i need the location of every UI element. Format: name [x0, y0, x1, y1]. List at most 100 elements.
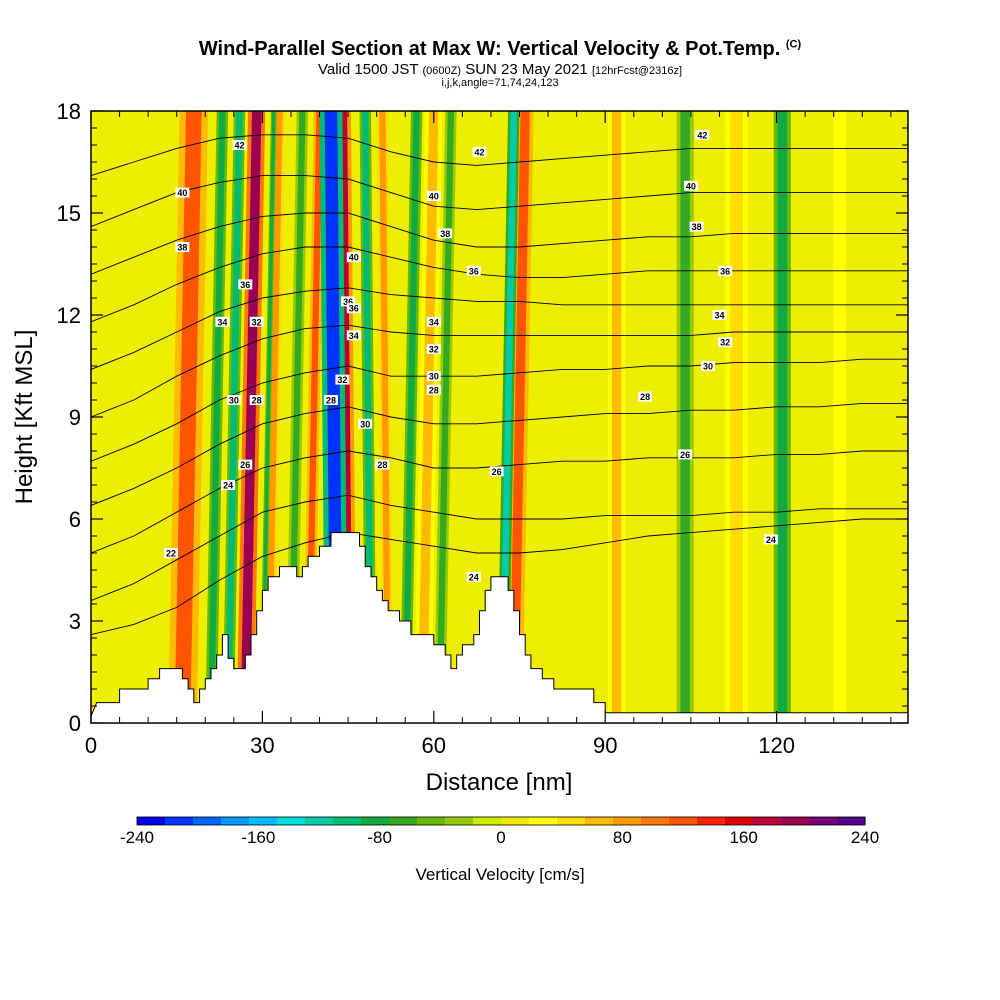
- contour-label-text: 38: [177, 243, 187, 253]
- contour-label-bg: [701, 361, 716, 371]
- contour-label: 28: [638, 391, 653, 402]
- updraft-band-core: [833, 111, 846, 723]
- colorbar-swatch: [389, 817, 418, 825]
- contour-label-text: 40: [349, 253, 359, 263]
- contour-label-bg: [249, 395, 264, 405]
- colorbar-tick-label: 240: [851, 828, 879, 847]
- chart-title: Wind-Parallel Section at Max W: Vertical…: [0, 38, 1000, 61]
- colorbar-swatch: [725, 817, 754, 825]
- contour-label: 38: [689, 221, 704, 232]
- colorbar-swatch: [669, 817, 698, 825]
- colorbar-swatch: [361, 817, 390, 825]
- contour-label-bg: [472, 146, 487, 157]
- contour-label-bg: [175, 242, 190, 252]
- downdraft-band-core: [436, 111, 455, 723]
- colorbar-swatch: [501, 817, 530, 825]
- contour-label-bg: [426, 384, 441, 395]
- y-axis-label: Height [Kft MSL]: [11, 330, 38, 505]
- downdraft-band-core: [499, 111, 517, 723]
- contour-label-text: 34: [217, 317, 227, 327]
- colorbar-swatch: [165, 817, 194, 825]
- contour-label-text: 34: [349, 331, 359, 341]
- contour-label-bg: [346, 303, 361, 314]
- terrain-silhouette: [91, 532, 908, 723]
- contour-label: 26: [238, 459, 253, 470]
- y-tick-label: 6: [69, 507, 81, 532]
- valid-utc: (0600Z): [422, 65, 462, 77]
- contour-label: 28: [249, 395, 264, 406]
- forecast-tag: [12hrFcst@2316z]: [591, 65, 682, 77]
- contour-label-bg: [163, 548, 178, 558]
- contour-label: 42: [472, 146, 487, 157]
- theta-contour-22: [91, 518, 908, 636]
- contour-label-text: 38: [440, 229, 450, 239]
- contour-label-bg: [426, 191, 441, 201]
- contour-label-text: 28: [377, 460, 387, 470]
- contour-label-bg: [426, 344, 441, 354]
- colorbar-swatch: [277, 817, 306, 825]
- y-tick-label: 9: [69, 405, 81, 430]
- contour-label-text: 40: [177, 188, 187, 198]
- contour-label: 30: [701, 361, 716, 372]
- contour-label-bg: [175, 187, 190, 198]
- contour-label: 40: [683, 180, 698, 191]
- contour-label-bg: [438, 228, 453, 239]
- contour-label-text: 28: [429, 385, 439, 395]
- colorbar-swatch: [333, 817, 362, 825]
- contour-label-bg: [215, 316, 230, 327]
- downdraft-band-core: [260, 111, 276, 723]
- contour-label: 36: [466, 265, 481, 276]
- colorbar-swatch: [221, 817, 250, 825]
- contour-label: 24: [466, 571, 481, 582]
- contour-label-text: 28: [326, 396, 336, 406]
- theta-contour-32: [91, 324, 908, 418]
- contour-label-text: 42: [235, 141, 245, 151]
- contour-label-text: 24: [223, 481, 233, 491]
- contour-label-text: 26: [492, 467, 502, 477]
- contour-label: 40: [346, 252, 361, 263]
- contour-label-bg: [489, 466, 504, 477]
- theta-contour-42: [91, 134, 908, 177]
- theta-contour-36: [91, 246, 908, 323]
- contour-label-bg: [683, 180, 698, 191]
- y-tick-label: 12: [57, 303, 81, 328]
- valid-time: Valid 1500 JST: [317, 61, 419, 78]
- colorbar-swatch: [529, 817, 558, 825]
- contour-label: 36: [238, 279, 253, 290]
- theta-contour-30: [91, 358, 908, 462]
- y-tick-label: 15: [57, 201, 81, 226]
- contour-label: 36: [341, 296, 356, 307]
- contour-label-bg: [466, 571, 481, 582]
- colorbar-swatch: [417, 817, 446, 825]
- colorbar-swatch: [137, 817, 166, 825]
- contour-label-bg: [346, 252, 361, 263]
- colorbar-tick-label: -80: [367, 828, 392, 847]
- updraft-band-core: [611, 111, 622, 723]
- contour-label-bg: [358, 418, 373, 429]
- contour-label-bg: [695, 129, 710, 140]
- contour-label-text: 36: [720, 266, 730, 276]
- chart-title-tag: (C): [785, 38, 802, 51]
- contour-label: 28: [375, 459, 390, 470]
- theta-contour-24: [91, 494, 908, 602]
- contour-label-text: 30: [229, 396, 239, 406]
- contour-label-bg: [238, 279, 253, 290]
- contour-label-bg: [718, 265, 733, 276]
- contour-label: 34: [712, 310, 727, 321]
- theta-contour-38: [91, 212, 908, 275]
- colorbar-swatch: [641, 817, 670, 825]
- contour-label-text: 40: [429, 192, 439, 202]
- colorbar-tick-label: -160: [241, 828, 275, 847]
- contour-label: 24: [221, 480, 236, 491]
- contour-label-bg: [638, 391, 653, 402]
- contour-label: 28: [323, 395, 338, 406]
- contour-label: 40: [175, 187, 190, 198]
- terrain: [91, 532, 908, 723]
- x-tick-label: 90: [593, 733, 617, 758]
- colorbar-tick-label: 0: [496, 828, 505, 847]
- downdraft-band-core: [224, 111, 243, 723]
- colorbar-swatch: [697, 817, 726, 825]
- contour-label-bg: [466, 265, 481, 276]
- contour-label: 30: [426, 371, 441, 382]
